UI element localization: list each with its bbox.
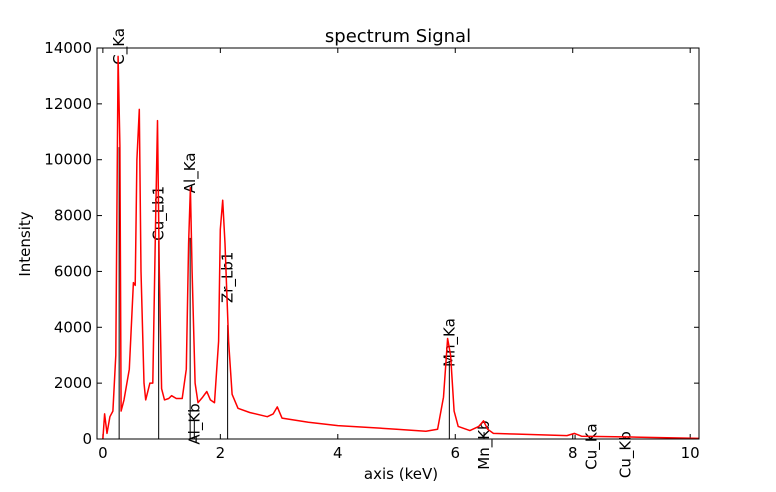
y-tick-label: 8000 (54, 207, 92, 225)
chart-title: spectrum Signal (325, 26, 471, 47)
x-tick-label: 0 (98, 444, 108, 462)
x-tick-label: 2 (216, 444, 226, 462)
marker-label: Cu_Kb (617, 431, 636, 478)
y-axis-label: Intensity (16, 211, 34, 276)
y-tick-label: 0 (82, 430, 92, 448)
marker-label: Mn_Kb (475, 420, 494, 469)
x-tick-label: 8 (568, 444, 578, 462)
y-tick-label: 10000 (44, 151, 92, 169)
y-tick-label: 2000 (54, 374, 92, 392)
y-tick-label: 12000 (44, 95, 92, 113)
marker-label: Cu_Ka (583, 423, 602, 469)
marker-label: Zr_Lb1 (219, 252, 238, 303)
marker-label: C_Ka (110, 28, 129, 65)
y-tick-label: 6000 (54, 262, 92, 280)
plot-frame (96, 47, 700, 440)
spectrum-line (102, 55, 700, 440)
marker-label: Al_Kb (185, 403, 204, 444)
x-axis-label: axis (keV) (364, 465, 438, 483)
y-tick-label: 4000 (54, 318, 92, 336)
x-tick-label: 4 (333, 444, 343, 462)
marker-label: Al_Ka (181, 153, 200, 194)
y-tick-label: 14000 (44, 39, 92, 57)
marker-label: Mn_Ka (440, 318, 459, 367)
x-tick-label: 10 (681, 444, 700, 462)
x-tick-label: 6 (450, 444, 460, 462)
